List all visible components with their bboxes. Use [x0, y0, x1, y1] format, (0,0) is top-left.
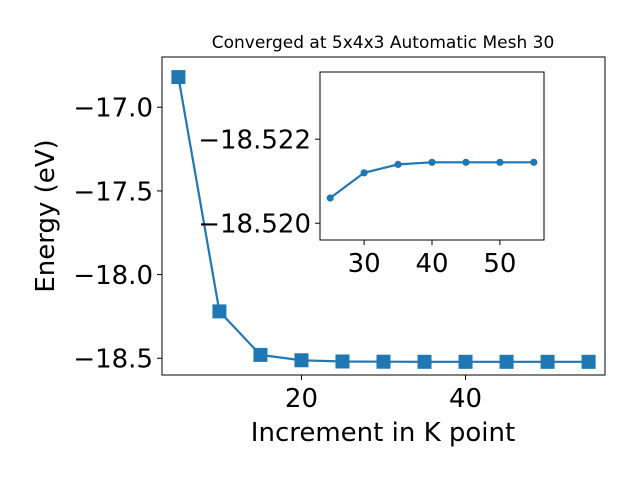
- inset-data-point: [530, 158, 538, 166]
- main-series: [171, 70, 596, 369]
- main-y-tick-label: −17.5: [73, 177, 153, 207]
- main-data-point: [376, 354, 391, 369]
- inset-data-point: [394, 160, 402, 168]
- main-x-ticks: 20 40: [285, 375, 482, 414]
- inset-data-point: [496, 158, 504, 166]
- inset-x-tick-label: 50: [483, 249, 516, 279]
- main-data-point: [171, 70, 186, 85]
- inset-y-ticks: −18.522 −18.520: [198, 126, 320, 240]
- main-data-point: [335, 354, 350, 369]
- inset-data-point: [326, 194, 334, 202]
- main-y-tick-label: −18.0: [73, 261, 153, 291]
- inset-axes: 30 40 50 −18.522 −18.520: [198, 71, 545, 279]
- main-data-point: [294, 353, 309, 368]
- main-data-point: [212, 304, 227, 319]
- inset-x-tick-label: 40: [415, 249, 448, 279]
- main-y-tick-label: −17.0: [73, 94, 153, 124]
- main-x-axis-label: Increment in K point: [251, 418, 515, 448]
- inset-data-point: [462, 158, 470, 166]
- inset-y-tick-label: −18.522: [198, 126, 311, 156]
- inset-plot-frame: [319, 71, 545, 241]
- main-chart-title: Converged at 5x4x3 Automatic Mesh 30: [212, 33, 555, 53]
- inset-data-point: [428, 158, 436, 166]
- main-y-axis-label: Energy (eV): [31, 139, 61, 292]
- main-y-tick-label: −18.5: [73, 345, 153, 375]
- main-data-point: [417, 354, 432, 369]
- main-data-point: [581, 354, 596, 369]
- inset-data-point: [360, 169, 368, 177]
- main-y-ticks: −17.0 −17.5 −18.0 −18.5: [73, 94, 162, 375]
- inset-y-tick-label: −18.520: [198, 210, 311, 240]
- inset-x-tick-label: 30: [348, 249, 381, 279]
- main-x-tick-label: 20: [285, 384, 318, 414]
- main-x-tick-label: 40: [449, 384, 482, 414]
- main-data-point: [458, 354, 473, 369]
- main-data-point: [540, 354, 555, 369]
- main-data-point: [499, 354, 514, 369]
- main-data-point: [253, 347, 268, 362]
- inset-x-ticks: 30 40 50: [348, 240, 516, 279]
- inset-series: [326, 158, 538, 202]
